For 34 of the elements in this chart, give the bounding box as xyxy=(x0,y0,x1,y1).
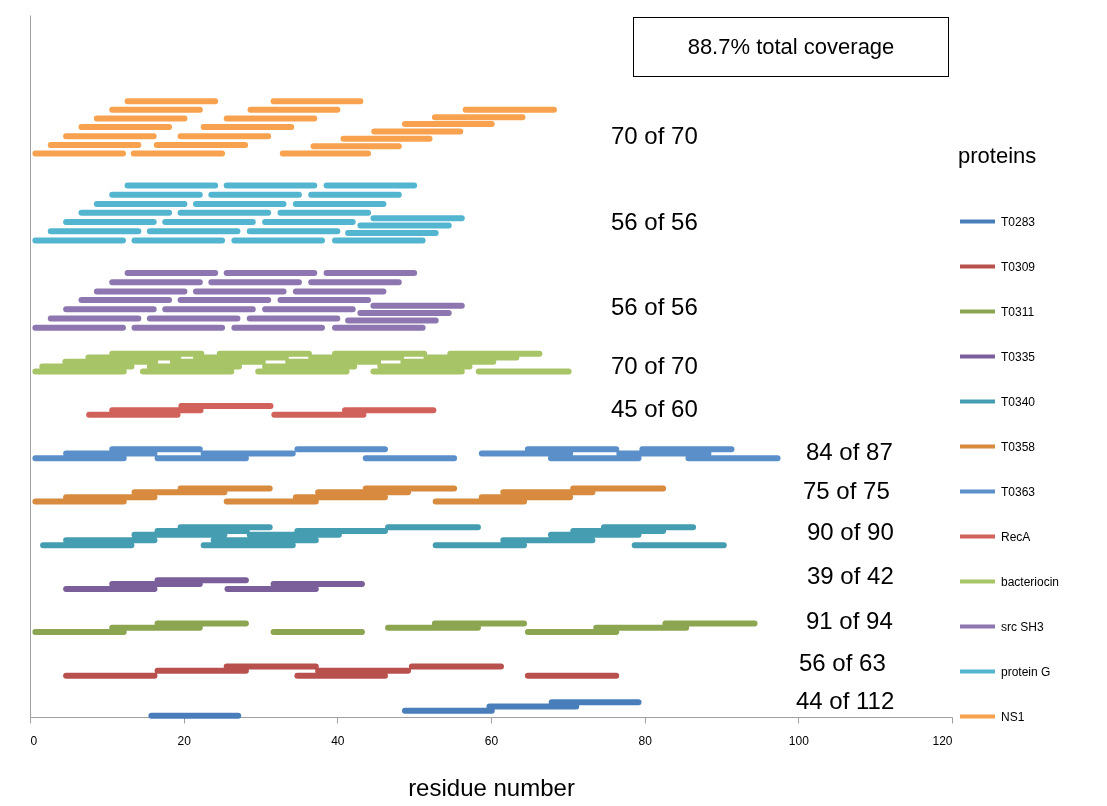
text-box: 88.7% total coverage xyxy=(633,17,949,77)
annotation: 90 of 90 xyxy=(807,518,894,546)
legend-label: T0311 xyxy=(1001,304,1035,319)
annotation: 56 of 63 xyxy=(799,649,886,677)
annotation: 70 of 70 xyxy=(611,122,698,150)
annotation: 56 of 56 xyxy=(611,293,698,321)
annotation: 75 of 75 xyxy=(803,477,890,505)
annotation: 56 of 56 xyxy=(611,208,698,236)
x-tick-label: 120 xyxy=(932,733,953,748)
legend-label: T0340 xyxy=(1001,394,1036,409)
x-tick-label: 0 xyxy=(30,733,38,748)
legend-label: RecA xyxy=(1001,529,1031,544)
x-tick-label: 60 xyxy=(484,733,499,748)
legend-label: protein G xyxy=(1001,664,1051,679)
legend-label: T0309 xyxy=(1001,259,1036,274)
annotation: 39 of 42 xyxy=(807,562,894,590)
annotation: 45 of 60 xyxy=(611,395,698,423)
x-axis-title: residue number xyxy=(408,773,575,801)
annotation: 91 of 94 xyxy=(806,607,893,635)
legend-label: T0335 xyxy=(1001,349,1036,364)
legend-label: bacteriocin xyxy=(1001,574,1060,589)
annotation: 44 of 112 xyxy=(796,687,895,715)
legend-label: T0363 xyxy=(1001,484,1036,499)
x-tick-label: 20 xyxy=(177,733,192,748)
legend-label: T0358 xyxy=(1001,439,1036,454)
legend-title: proteins xyxy=(958,143,1037,168)
x-tick-label: 80 xyxy=(638,733,653,748)
legend-label: T0283 xyxy=(1001,214,1036,229)
annotation: 84 of 87 xyxy=(806,438,893,466)
legend-label: NS1 xyxy=(1001,709,1025,724)
legend-label: src SH3 xyxy=(1001,619,1044,634)
annotation: 70 of 70 xyxy=(611,352,698,380)
x-tick-label: 100 xyxy=(788,733,810,748)
x-tick-label: 40 xyxy=(331,733,345,748)
